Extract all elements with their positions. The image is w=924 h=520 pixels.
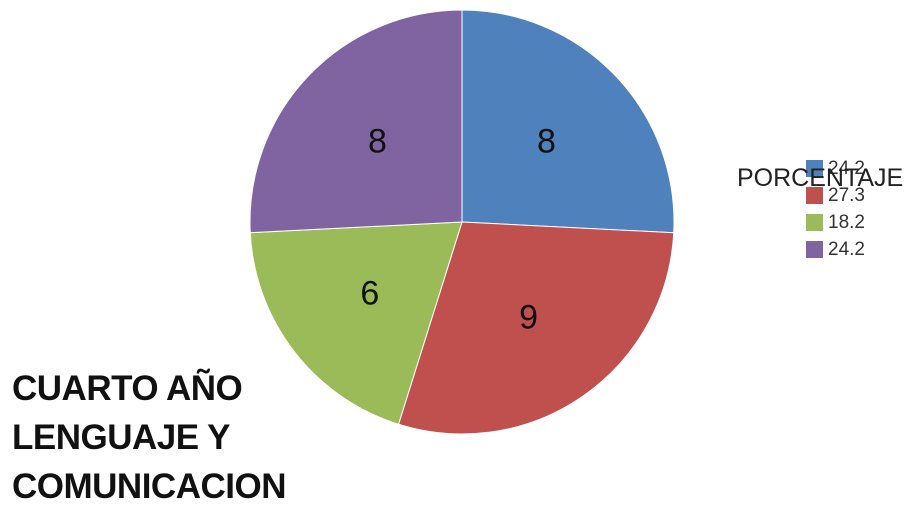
data-label-2: 9 (519, 299, 538, 337)
legend-entry-1: 24.2 (828, 158, 865, 179)
chart-title-line-2: LENGUAJE Y (12, 418, 231, 457)
legend-swatch-4 (806, 241, 823, 258)
data-label-4: 8 (368, 123, 387, 161)
chart-title-line-3: COMUNICACION (12, 467, 286, 506)
legend-swatch-1 (806, 160, 823, 177)
legend-entry-3: 18.2 (828, 212, 865, 233)
data-label-1: 8 (537, 123, 556, 161)
pie-data-labels: 8 9 6 8 (360, 123, 556, 337)
data-label-3: 6 (360, 274, 379, 312)
legend-entry-4: 24.2 (828, 239, 865, 260)
pie-slices (249, 9, 675, 435)
chart-title: CUARTO AÑO LENGUAJE Y COMUNICACION (12, 364, 342, 511)
pie-slice-4 (249, 9, 463, 234)
legend-swatch-2 (806, 187, 823, 204)
pie-slice-2 (397, 221, 675, 435)
pie-slice-1 (461, 9, 675, 234)
legend-swatch-3 (806, 214, 823, 231)
legend-entry-2: 27.3 (828, 185, 865, 206)
legend-title: PORCENTAJE (737, 164, 903, 192)
pie-slice-3 (249, 221, 463, 425)
chart-title-line-1: CUARTO AÑO (12, 369, 243, 408)
